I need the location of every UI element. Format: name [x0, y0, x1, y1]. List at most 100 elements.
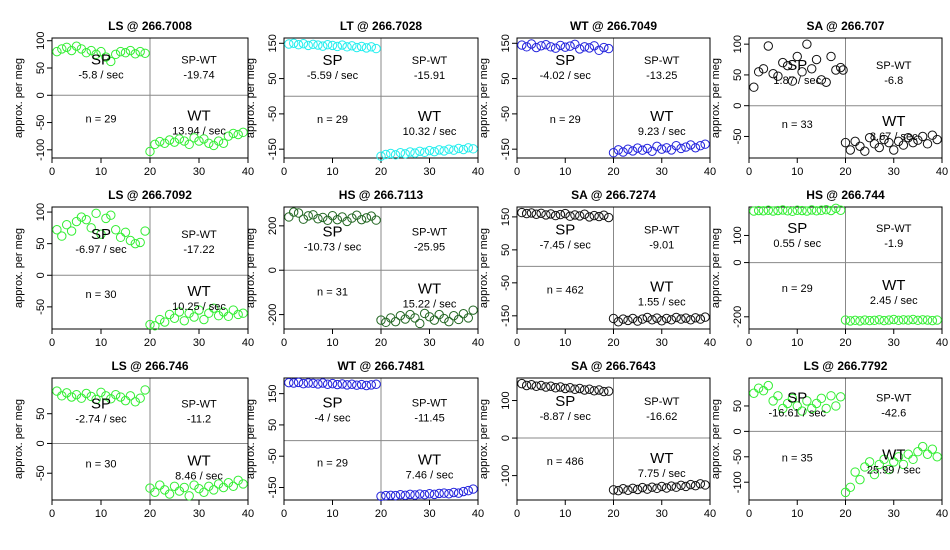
diff-label: SP-WT — [412, 397, 448, 409]
sp-point — [289, 38, 299, 48]
wt-point — [390, 150, 401, 160]
wt-point — [405, 147, 415, 157]
x-tick-label: 30 — [423, 508, 435, 520]
sp-point — [541, 382, 551, 392]
sp-point — [332, 41, 343, 52]
sp-point — [361, 380, 372, 391]
x-tick-label: 20 — [144, 166, 156, 178]
sp-point — [337, 212, 347, 222]
wt-point — [449, 487, 459, 498]
wt-point — [179, 136, 190, 146]
sp-point — [284, 212, 294, 222]
wt-point — [893, 452, 904, 462]
wt-point — [613, 485, 624, 496]
wt-point — [845, 482, 856, 492]
sp-point — [521, 208, 532, 219]
wt-point — [150, 321, 160, 331]
wt-point — [463, 143, 473, 153]
wt-point — [898, 315, 909, 325]
sp-point — [342, 42, 352, 52]
sp-point — [603, 43, 614, 54]
sp-rate: -8.87 / sec — [540, 411, 592, 423]
wt-point — [174, 486, 185, 496]
sp-point — [792, 51, 802, 62]
diff-label: SP-WT — [644, 55, 680, 67]
y-tick-label: -100 — [35, 139, 47, 161]
x-tick-label: 0 — [49, 337, 55, 349]
sp-point — [555, 209, 566, 220]
wt-point — [419, 147, 430, 158]
sp-point — [826, 205, 836, 216]
sp-point — [763, 41, 773, 51]
sp-point — [758, 206, 769, 216]
sp-point — [76, 393, 87, 403]
wt-label: WT — [882, 277, 905, 294]
sp-point — [758, 386, 769, 396]
sp-point — [811, 206, 822, 216]
wt-rate: 10.32 / sec — [403, 126, 457, 138]
wt-point — [199, 487, 209, 497]
sp-point — [91, 49, 101, 60]
wt-point — [155, 136, 165, 147]
sp-point — [120, 48, 131, 58]
y-tick-label: 50 — [267, 419, 279, 431]
wt-point — [449, 145, 459, 155]
wt-label: WT — [650, 279, 673, 296]
wt-point — [453, 314, 464, 325]
wt-point — [927, 130, 938, 140]
y-tick-label: -150 — [267, 476, 279, 498]
sp-point — [57, 391, 67, 401]
x-tick-label: 40 — [704, 508, 716, 520]
wt-point — [233, 129, 243, 140]
wt-point — [160, 317, 170, 327]
y-tick-label: 150 — [500, 34, 512, 52]
sp-point — [140, 226, 150, 236]
sp-point — [284, 377, 294, 388]
sp-point — [332, 214, 343, 225]
sp-label: SP — [322, 394, 342, 411]
wt-point — [390, 490, 401, 501]
wt-point — [840, 137, 851, 148]
diff-label: SP-WT — [412, 55, 448, 67]
wt-point — [608, 313, 619, 324]
panel-title: LS @ 266.746 — [111, 359, 188, 373]
wt-point — [189, 312, 199, 322]
wt-point — [150, 139, 160, 150]
wt-point — [223, 311, 234, 322]
sp-point — [57, 231, 67, 241]
wt-point — [628, 146, 638, 156]
sp-point — [313, 214, 323, 224]
wt-point — [879, 134, 889, 145]
wt-point — [386, 490, 396, 501]
y-tick-label: 50 — [500, 244, 512, 256]
sp-point — [106, 56, 116, 67]
sp-point — [293, 208, 304, 218]
wt-point — [381, 490, 391, 501]
sp-point — [322, 215, 333, 226]
sp-point — [111, 225, 121, 235]
wt-point — [681, 142, 691, 152]
wt-point — [637, 145, 648, 155]
sp-point — [517, 378, 527, 389]
sp-point — [96, 387, 106, 397]
wt-rate: 7.46 / sec — [406, 469, 454, 481]
wt-point — [913, 447, 923, 457]
x-tick-label: 10 — [791, 337, 803, 349]
wt-point — [213, 136, 224, 146]
sp-point — [589, 210, 599, 221]
wt-point — [209, 140, 219, 151]
wt-point — [233, 309, 243, 320]
sp-point — [531, 381, 541, 391]
wt-point — [840, 315, 851, 325]
wt-point — [405, 489, 415, 500]
sp-point — [565, 211, 575, 221]
wt-point — [898, 140, 909, 150]
wt-point — [652, 141, 662, 152]
wt-point — [686, 479, 696, 490]
y-tick-label: -50 — [35, 465, 47, 481]
wt-point — [845, 316, 856, 326]
x-tick-label: 40 — [704, 337, 716, 349]
wt-point — [164, 135, 175, 145]
y-tick-label: 150 — [267, 384, 279, 402]
